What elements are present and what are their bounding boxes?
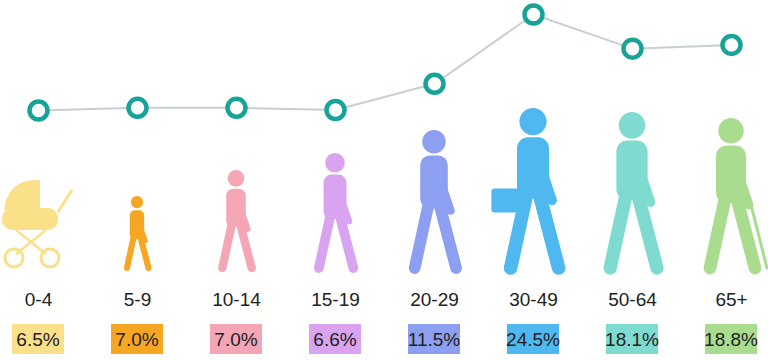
svg-text:24.5%: 24.5%: [506, 329, 560, 350]
svg-text:5-9: 5-9: [124, 289, 151, 310]
svg-text:30-49: 30-49: [509, 289, 558, 310]
svg-text:65+: 65+: [715, 289, 747, 310]
svg-text:7.0%: 7.0%: [115, 329, 158, 350]
svg-text:18.8%: 18.8%: [704, 329, 758, 350]
svg-text:15-19: 15-19: [311, 289, 360, 310]
svg-text:6.6%: 6.6%: [313, 329, 356, 350]
svg-text:18.1%: 18.1%: [605, 329, 659, 350]
svg-text:11.5%: 11.5%: [408, 329, 461, 350]
svg-text:6.5%: 6.5%: [16, 329, 59, 350]
svg-text:10-14: 10-14: [212, 289, 261, 310]
svg-text:0-4: 0-4: [25, 289, 53, 310]
svg-text:7.0%: 7.0%: [214, 329, 257, 350]
svg-text:50-64: 50-64: [608, 289, 657, 310]
svg-text:20-29: 20-29: [410, 289, 459, 310]
